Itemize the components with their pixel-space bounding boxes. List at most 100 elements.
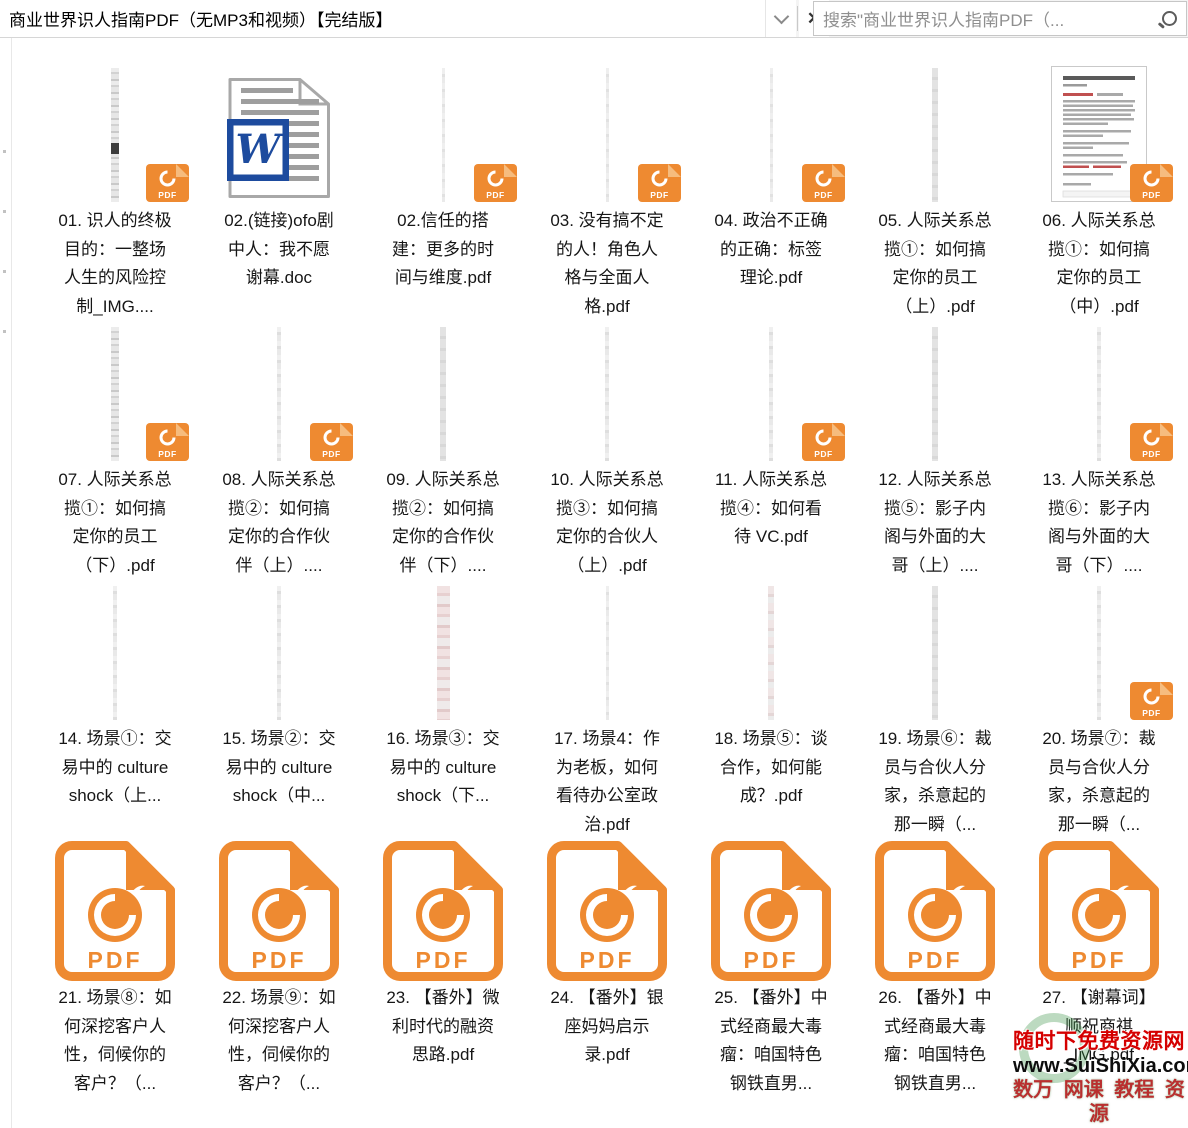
file-name-label[interactable]: 19. 场景⑥：裁员与合伙人分家，杀意起的那一瞬（... — [878, 729, 992, 834]
file-name-label[interactable]: 21. 场景⑧：如何深挖客户人性，伺候你的客户？（... — [58, 988, 172, 1093]
foxit-pdf-file-icon[interactable]: PDF — [55, 841, 175, 981]
file-thumbnail-area — [361, 323, 525, 461]
document-preview-strip[interactable] — [605, 327, 609, 461]
dropdown-button[interactable] — [766, 0, 796, 37]
file-card[interactable]: 12. 人际关系总揽⑤：影子内阁与外面的大哥（上）.... — [853, 323, 1017, 582]
file-name-label[interactable]: 11. 人际关系总揽④：如何看待 VC.pdf — [714, 470, 828, 546]
file-name-label[interactable]: 07. 人际关系总揽①：如何搞定你的员工（下）.pdf — [58, 470, 172, 575]
document-preview-strip[interactable] — [605, 586, 609, 720]
document-preview-strip[interactable] — [277, 586, 281, 720]
foxit-pdf-file-icon[interactable]: PDF — [1039, 841, 1159, 981]
document-preview-strip[interactable] — [441, 68, 445, 202]
file-thumbnail-area: PDF — [33, 841, 197, 981]
file-name-label[interactable]: 26. 【番外】中式经商最大毒瘤：咱国特色钢铁直男... — [878, 988, 992, 1093]
file-card[interactable]: 17. 场景4：作为老板，如何看待办公室政治.pdf — [525, 582, 689, 841]
search-box[interactable]: 搜索"商业世界识人指南PDF（... — [813, 1, 1187, 36]
folder-title: 商业世界识人指南PDF（无MP3和视频）【完结版】 — [9, 11, 393, 30]
file-name-label[interactable]: 03. 没有搞不定的人！角色人格与全面人格.pdf — [550, 211, 664, 316]
document-preview-strip[interactable] — [769, 68, 773, 202]
file-name-label[interactable]: 01. 识人的终极目的：一整场人生的风险控制_IMG.... — [58, 211, 172, 316]
file-name-label[interactable]: 09. 人际关系总揽②：如何搞定你的合作伙伴（下）.... — [386, 470, 500, 575]
svg-text:PDF: PDF — [580, 947, 635, 973]
file-name-label[interactable]: 27. 【谢幕词】顺祝商祺_IMG.pdf — [1042, 988, 1156, 1064]
document-preview-strip[interactable] — [932, 586, 938, 720]
file-name-label[interactable]: 16. 场景③：交易中的 culture shock（下... — [386, 729, 500, 805]
file-name-label[interactable]: 15. 场景②：交易中的 culture shock（中... — [222, 729, 336, 805]
file-card[interactable]: PDF 22. 场景⑨：如何深挖客户人性，伺候你的客户？（... — [197, 841, 361, 1100]
file-name-label[interactable]: 08. 人际关系总揽②：如何搞定你的合作伙伴（上）.... — [222, 470, 336, 575]
file-name-label[interactable]: 12. 人际关系总揽⑤：影子内阁与外面的大哥（上）.... — [878, 470, 992, 575]
file-card[interactable]: PDF 03. 没有搞不定的人！角色人格与全面人格.pdf — [525, 64, 689, 323]
word-doc-icon[interactable]: W — [227, 77, 331, 199]
file-card[interactable]: 09. 人际关系总揽②：如何搞定你的合作伙伴（下）.... — [361, 323, 525, 582]
file-thumbnail-area: PDF — [689, 64, 853, 202]
file-name-label[interactable]: 17. 场景4：作为老板，如何看待办公室政治.pdf — [554, 729, 660, 834]
document-preview-strip[interactable] — [768, 586, 774, 720]
document-preview-strip[interactable] — [1097, 586, 1101, 720]
file-card[interactable]: PDF 27. 【谢幕词】顺祝商祺_IMG.pdf — [1017, 841, 1181, 1100]
svg-text:PDF: PDF — [416, 947, 471, 973]
file-name-label[interactable]: 24. 【番外】银座妈妈启示录.pdf — [550, 988, 664, 1064]
document-preview-strip[interactable] — [769, 327, 773, 461]
file-card[interactable]: 05. 人际关系总揽①：如何搞定你的员工（上）.pdf — [853, 64, 1017, 323]
file-name-label[interactable]: 10. 人际关系总揽③：如何搞定你的合伙人（上）.pdf — [550, 470, 664, 575]
foxit-pdf-file-icon[interactable]: PDF — [219, 841, 339, 981]
file-card[interactable]: PDF 07. 人际关系总揽①：如何搞定你的员工（下）.pdf — [33, 323, 197, 582]
file-name-label[interactable]: 06. 人际关系总揽①：如何搞定你的员工（中）.pdf — [1042, 211, 1156, 316]
file-card[interactable]: 10. 人际关系总揽③：如何搞定你的合伙人（上）.pdf — [525, 323, 689, 582]
file-card[interactable]: PDF 24. 【番外】银座妈妈启示录.pdf — [525, 841, 689, 1100]
file-name-label[interactable]: 22. 场景⑨：如何深挖客户人性，伺候你的客户？（... — [222, 988, 336, 1093]
foxit-pdf-badge-icon: PDF — [146, 164, 189, 202]
file-card[interactable]: PDF 13. 人际关系总揽⑥：影子内阁与外面的大哥（下）.... — [1017, 323, 1181, 582]
file-name-label[interactable]: 23. 【番外】微利时代的融资思路.pdf — [386, 988, 500, 1064]
file-card[interactable]: PDF 26. 【番外】中式经商最大毒瘤：咱国特色钢铁直男... — [853, 841, 1017, 1100]
document-preview-strip[interactable] — [932, 68, 938, 202]
document-preview-strip[interactable] — [932, 327, 938, 461]
document-preview-strip[interactable] — [113, 586, 117, 720]
file-card[interactable]: 14. 场景①：交易中的 culture shock（上... — [33, 582, 197, 841]
file-name-label[interactable]: 14. 场景①：交易中的 culture shock（上... — [58, 729, 172, 805]
file-card[interactable]: PDF 08. 人际关系总揽②：如何搞定你的合作伙伴（上）.... — [197, 323, 361, 582]
svg-text:PDF: PDF — [1072, 947, 1127, 973]
file-card[interactable]: PDF 04. 政治不正确的正确：标签理论.pdf — [689, 64, 853, 323]
file-name-label[interactable]: 04. 政治不正确的正确：标签理论.pdf — [714, 211, 828, 287]
file-name-label[interactable]: 18. 场景⑤：谈合作，如何能成？.pdf — [714, 729, 828, 805]
file-thumbnail-area: PDF — [853, 841, 1017, 981]
file-card[interactable]: PDF 11. 人际关系总揽④：如何看待 VC.pdf — [689, 323, 853, 582]
document-preview-strip[interactable] — [277, 327, 281, 461]
document-preview-strip[interactable] — [111, 327, 119, 461]
file-card[interactable]: 18. 场景⑤：谈合作，如何能成？.pdf — [689, 582, 853, 841]
file-card[interactable]: W 02.(链接)ofo剧中人：我不愿谢幕.doc — [197, 64, 361, 323]
document-preview-strip[interactable] — [436, 586, 450, 720]
file-card[interactable]: 16. 场景③：交易中的 culture shock（下... — [361, 582, 525, 841]
file-name-label[interactable]: 05. 人际关系总揽①：如何搞定你的员工（上）.pdf — [878, 211, 992, 316]
page-preview-thumbnail[interactable] — [1051, 66, 1147, 202]
search-icon[interactable] — [1162, 11, 1177, 26]
folder-title-bar: 商业世界识人指南PDF（无MP3和视频）【完结版】 — [0, 0, 766, 37]
document-preview-strip[interactable] — [440, 327, 446, 461]
file-card[interactable]: PDF 06. 人际关系总揽①：如何搞定你的员工（中）.pdf — [1017, 64, 1181, 323]
foxit-pdf-file-icon[interactable]: PDF — [875, 841, 995, 981]
file-card[interactable]: PDF 21. 场景⑧：如何深挖客户人性，伺候你的客户？（... — [33, 841, 197, 1100]
file-name-label[interactable]: 25. 【番外】中式经商最大毒瘤：咱国特色钢铁直男... — [714, 988, 828, 1093]
left-panel-edge — [11, 38, 12, 1128]
svg-text:PDF: PDF — [1142, 190, 1161, 200]
file-card[interactable]: 19. 场景⑥：裁员与合伙人分家，杀意起的那一瞬（... — [853, 582, 1017, 841]
foxit-pdf-file-icon[interactable]: PDF — [383, 841, 503, 981]
document-preview-strip[interactable] — [1097, 327, 1101, 461]
document-preview-strip[interactable] — [605, 68, 609, 202]
file-name-label[interactable]: 02.信任的搭建：更多的时间与维度.pdf — [392, 211, 494, 287]
document-preview-strip[interactable] — [111, 68, 119, 202]
file-card[interactable]: PDF 23. 【番外】微利时代的融资思路.pdf — [361, 841, 525, 1100]
file-card[interactable]: PDF 25. 【番外】中式经商最大毒瘤：咱国特色钢铁直男... — [689, 841, 853, 1100]
foxit-pdf-file-icon[interactable]: PDF — [711, 841, 831, 981]
file-card[interactable]: PDF 01. 识人的终极目的：一整场人生的风险控制_IMG.... — [33, 64, 197, 323]
foxit-pdf-file-icon[interactable]: PDF — [547, 841, 667, 981]
file-card[interactable]: PDF 02.信任的搭建：更多的时间与维度.pdf — [361, 64, 525, 323]
file-card[interactable]: 15. 场景②：交易中的 culture shock（中... — [197, 582, 361, 841]
file-name-label[interactable]: 13. 人际关系总揽⑥：影子内阁与外面的大哥（下）.... — [1042, 470, 1156, 575]
svg-text:PDF: PDF — [744, 947, 799, 973]
file-card[interactable]: PDF 20. 场景⑦：裁员与合伙人分家，杀意起的那一瞬（... — [1017, 582, 1181, 841]
file-name-label[interactable]: 20. 场景⑦：裁员与合伙人分家，杀意起的那一瞬（... — [1042, 729, 1156, 834]
file-name-label[interactable]: 02.(链接)ofo剧中人：我不愿谢幕.doc — [224, 211, 334, 287]
